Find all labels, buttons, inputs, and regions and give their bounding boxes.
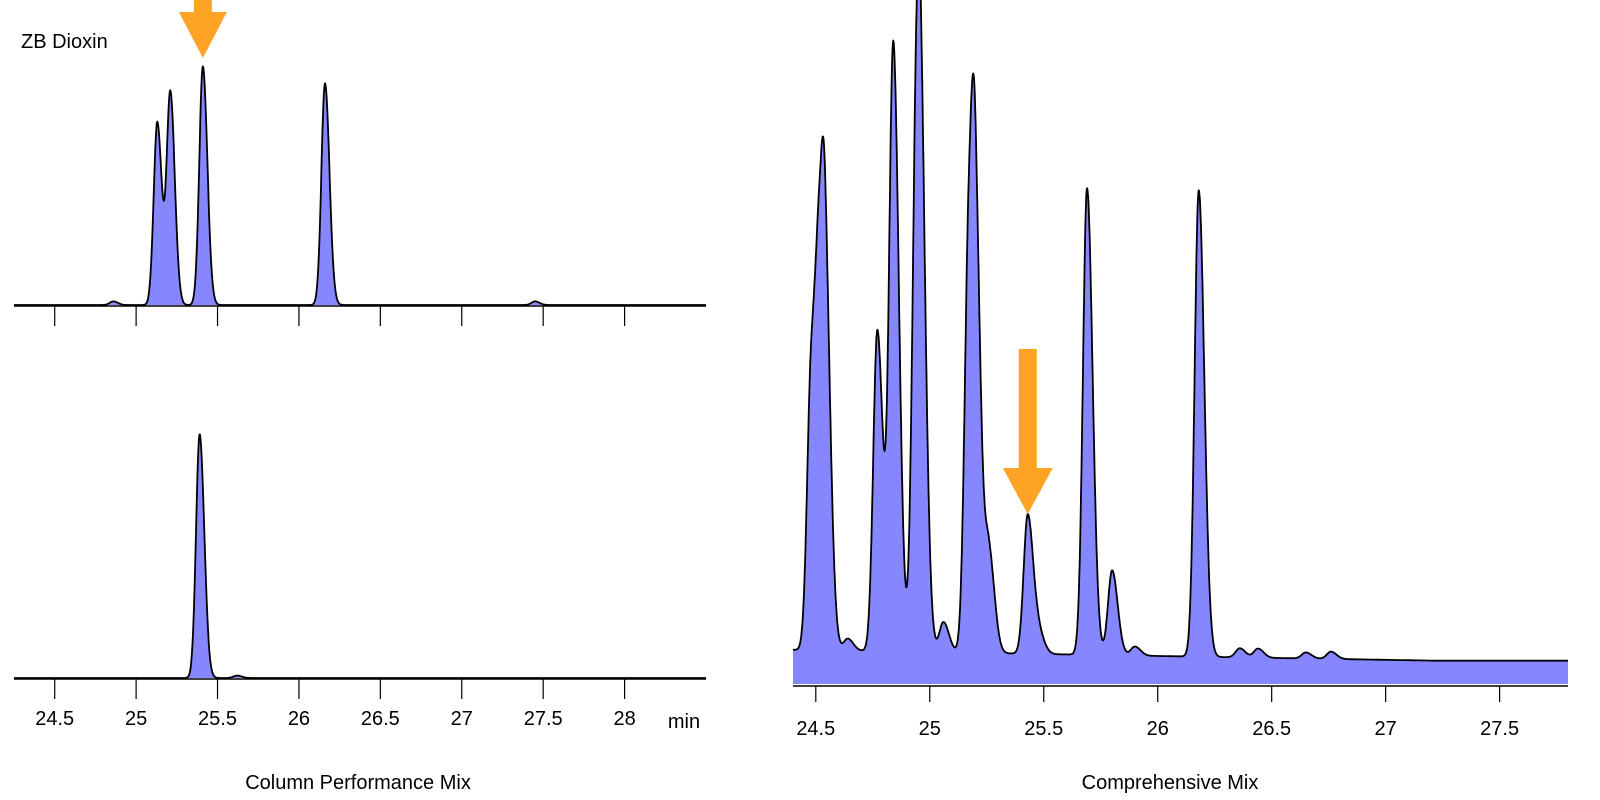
bottom-axis-tick-label: 26: [288, 708, 310, 730]
right-trace-line: [792, 0, 1569, 662]
right-axis-tick-label: 25: [919, 718, 941, 740]
right-axis-tick-label: 24.5: [796, 718, 835, 740]
arrow-down-icon: [178, 0, 227, 58]
bottom-axis-tick-label: 25.5: [198, 708, 237, 730]
bottom-axis-tick-label: 25: [125, 708, 147, 730]
bottom-axis-tick-label: 26.5: [361, 708, 400, 730]
arrow-markers: [178, 0, 1053, 514]
arrow-down-icon: [1002, 349, 1053, 514]
right-axis-tick-label: 26: [1147, 718, 1169, 740]
top-trace-area: [14, 66, 706, 306]
left-chart: ZB Dioxin 24.5 25 25.5 26 26.5 27 27.5 28 min C…: [13, 31, 707, 794]
right-axis-tick-label: 26.5: [1252, 718, 1291, 740]
bottom-x-axis: 24.5 25 25.5 26 26.5 27 27.5 28: [14, 678, 706, 730]
right-axis-tick-label: 27.5: [1480, 718, 1519, 740]
bottom-chromatogram: [13, 433, 707, 679]
bottom-axis-tick-label: 27.5: [524, 708, 563, 730]
column-label: ZB Dioxin: [21, 31, 108, 53]
bottom-axis-tick-label: 24.5: [35, 708, 74, 730]
right-trace-area: [793, 0, 1568, 684]
right-chromatogram: [792, 0, 1569, 684]
bottom-axis-tick-label: 27: [451, 708, 473, 730]
x-axis-unit: min: [668, 711, 700, 733]
right-axis-tick-label: 25.5: [1024, 718, 1063, 740]
top-x-axis: [14, 305, 706, 326]
top-chromatogram: [13, 65, 707, 306]
right-chart: 24.5 25 25.5 26 26.5 27 27.5 Comprehensive Mix: [792, 0, 1569, 794]
right-x-axis: 24.5 25 25.5 26 26.5 27 27.5: [793, 685, 1568, 740]
left-x-axis-title: Column Performance Mix: [245, 772, 471, 794]
bottom-trace-area: [14, 434, 706, 678]
top-trace-line: [13, 65, 707, 306]
bottom-axis-tick-label: 28: [613, 708, 635, 730]
right-x-axis-title: Comprehensive Mix: [1082, 772, 1259, 794]
right-axis-tick-label: 27: [1375, 718, 1397, 740]
bottom-trace-line: [13, 433, 707, 679]
